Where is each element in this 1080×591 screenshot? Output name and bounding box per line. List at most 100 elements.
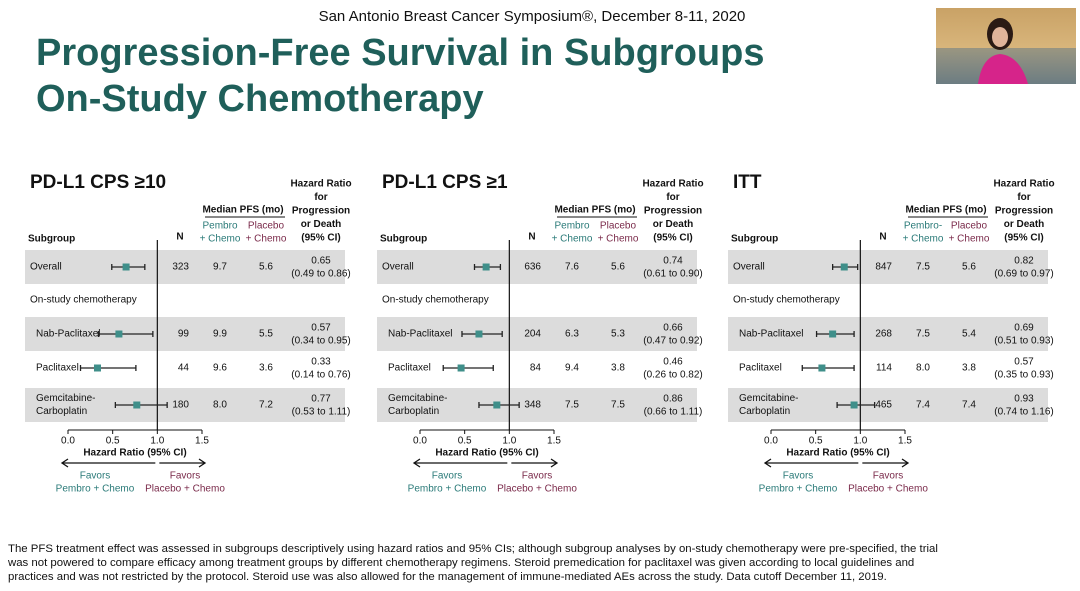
hr-point bbox=[133, 401, 141, 409]
speaker-face bbox=[992, 27, 1008, 47]
header-subgroup: Subgroup bbox=[731, 234, 778, 245]
section-label: On-study chemotherapy bbox=[30, 295, 137, 306]
placebo-median: 5.6 bbox=[611, 262, 625, 273]
favors-left: Favors bbox=[80, 471, 111, 482]
subgroup-name: Paclitaxel bbox=[388, 363, 431, 374]
placebo-median: 3.8 bbox=[962, 363, 976, 374]
footnote-line: practices and was not restricted by the … bbox=[8, 571, 887, 583]
hr-point bbox=[818, 364, 826, 372]
x-tick-label: 1.0 bbox=[150, 436, 164, 447]
header-placebo: Placebo bbox=[951, 221, 988, 232]
hr-value: 0.65 bbox=[311, 256, 331, 267]
header-pembro: Pembro bbox=[202, 221, 237, 232]
title: On-Study Chemotherapy bbox=[36, 78, 484, 120]
hr-value: 0.82 bbox=[1014, 256, 1034, 267]
hr-point bbox=[850, 401, 858, 409]
header-subgroup: Subgroup bbox=[380, 234, 427, 245]
placebo-median: 3.6 bbox=[259, 363, 273, 374]
row-band bbox=[728, 250, 1048, 284]
n-value: 44 bbox=[178, 363, 190, 374]
favors-arrow-left bbox=[763, 458, 859, 468]
favors-right: Favors bbox=[170, 471, 201, 482]
x-tick-label: 1.0 bbox=[502, 436, 516, 447]
header-median: Median PFS (mo) bbox=[554, 205, 635, 216]
n-value: 847 bbox=[875, 262, 892, 273]
hr-value: 0.33 bbox=[311, 357, 331, 368]
header-hr: Hazard Ratio bbox=[290, 179, 351, 190]
x-tick-label: 0.5 bbox=[106, 436, 120, 447]
x-axis-label: Hazard Ratio (95% CI) bbox=[786, 448, 889, 459]
hr-ci: (0.47 to 0.92) bbox=[643, 336, 702, 347]
forest-panel: ITT Subgroup N Median PFS (mo) Pembro- + Chem… bbox=[728, 172, 1055, 495]
header-hr: or Death bbox=[1004, 219, 1045, 230]
header-hr: (95% CI) bbox=[653, 233, 692, 244]
hr-point bbox=[493, 401, 501, 409]
header-placebo: + Chemo bbox=[598, 234, 639, 245]
subgroup-name: Paclitaxel bbox=[739, 363, 782, 374]
x-axis-label: Hazard Ratio (95% CI) bbox=[83, 448, 186, 459]
pembro-median: 7.5 bbox=[916, 329, 930, 340]
x-tick-label: 1.0 bbox=[853, 436, 867, 447]
placebo-median: 7.2 bbox=[259, 400, 273, 411]
hr-value: 0.93 bbox=[1014, 394, 1034, 405]
n-value: 204 bbox=[524, 329, 541, 340]
hr-ci: (0.53 to 1.11) bbox=[292, 407, 351, 418]
footnote-line: The PFS treatment effect was assessed in… bbox=[8, 543, 938, 555]
pembro-median: 9.4 bbox=[565, 363, 579, 374]
subgroup-name: Overall bbox=[382, 262, 414, 273]
favors-left: Favors bbox=[783, 471, 814, 482]
header-hr: Progression bbox=[292, 206, 350, 217]
hr-value: 0.86 bbox=[663, 394, 683, 405]
speaker-body bbox=[978, 54, 1028, 84]
header-pembro: + Chemo bbox=[903, 234, 944, 245]
pembro-median: 7.6 bbox=[565, 262, 579, 273]
row-band bbox=[377, 250, 697, 284]
hr-point bbox=[475, 330, 483, 338]
favors-left: Pembro + Chemo bbox=[759, 484, 838, 495]
n-value: 323 bbox=[172, 262, 189, 273]
pembro-median: 9.6 bbox=[213, 363, 227, 374]
pembro-median: 8.0 bbox=[213, 400, 227, 411]
x-tick-label: 1.5 bbox=[195, 436, 209, 447]
subgroup-name: Carboplatin bbox=[388, 406, 439, 417]
hr-ci: (0.74 to 1.16) bbox=[994, 407, 1053, 418]
hr-ci: (0.26 to 0.82) bbox=[643, 370, 702, 381]
placebo-median: 5.6 bbox=[962, 262, 976, 273]
row-band bbox=[377, 317, 697, 351]
speaker-video bbox=[936, 8, 1076, 84]
x-tick-label: 0.0 bbox=[413, 436, 427, 447]
row-band bbox=[728, 388, 1048, 422]
conference: San Antonio Breast Cancer Symposium®, De… bbox=[319, 8, 746, 25]
n-value: 348 bbox=[524, 400, 541, 411]
footnote: The PFS treatment effect was assessed in… bbox=[7, 543, 938, 583]
placebo-median: 5.4 bbox=[962, 329, 976, 340]
header-placebo: Placebo bbox=[248, 221, 285, 232]
row-band bbox=[25, 388, 345, 422]
header-placebo: + Chemo bbox=[949, 234, 990, 245]
row-band bbox=[25, 250, 345, 284]
subgroup-name: Carboplatin bbox=[739, 406, 790, 417]
hr-ci: (0.35 to 0.93) bbox=[994, 370, 1053, 381]
favors-left: Favors bbox=[432, 471, 463, 482]
placebo-median: 7.4 bbox=[962, 400, 976, 411]
x-tick-label: 0.5 bbox=[458, 436, 472, 447]
hr-ci: (0.51 to 0.93) bbox=[994, 336, 1053, 347]
header-hr: or Death bbox=[653, 219, 694, 230]
hr-value: 0.57 bbox=[1014, 357, 1034, 368]
panel-title: ITT bbox=[733, 172, 762, 193]
x-tick-label: 0.0 bbox=[61, 436, 75, 447]
hr-point bbox=[115, 330, 123, 338]
favors-right: Favors bbox=[873, 471, 904, 482]
x-tick-label: 1.5 bbox=[898, 436, 912, 447]
hr-value: 0.69 bbox=[1014, 323, 1034, 334]
favors-right: Placebo + Chemo bbox=[497, 484, 577, 495]
placebo-median: 5.6 bbox=[259, 262, 273, 273]
header-hr: Hazard Ratio bbox=[642, 179, 703, 190]
placebo-median: 5.5 bbox=[259, 329, 273, 340]
section-label: On-study chemotherapy bbox=[733, 295, 840, 306]
subgroup-name: Gemcitabine- bbox=[36, 393, 95, 404]
header-n: N bbox=[879, 232, 886, 243]
panels: PD-L1 CPS ≥10 Subgroup N Median PFS (mo) Pem… bbox=[25, 172, 1055, 495]
hr-point bbox=[457, 364, 465, 372]
